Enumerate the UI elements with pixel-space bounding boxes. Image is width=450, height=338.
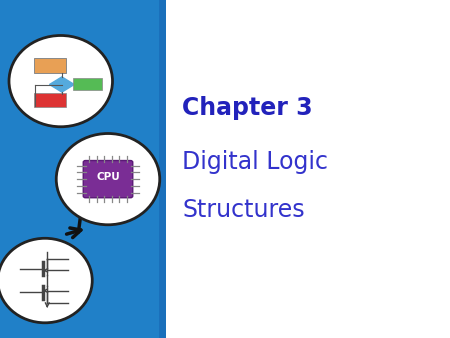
Bar	[164, 0, 450, 338]
Polygon shape	[50, 77, 74, 92]
Ellipse shape	[56, 134, 160, 225]
Bar	[0, 0, 164, 338]
FancyBboxPatch shape	[34, 58, 66, 73]
Text: Chapter 3: Chapter 3	[182, 96, 313, 120]
Ellipse shape	[0, 238, 92, 323]
Text: CPU: CPU	[96, 172, 120, 183]
FancyBboxPatch shape	[34, 93, 66, 107]
Ellipse shape	[9, 35, 112, 127]
Text: Structures: Structures	[182, 197, 305, 222]
Text: Digital Logic: Digital Logic	[182, 150, 328, 174]
FancyBboxPatch shape	[73, 78, 102, 90]
FancyBboxPatch shape	[83, 161, 133, 198]
Bar	[159, 0, 166, 338]
